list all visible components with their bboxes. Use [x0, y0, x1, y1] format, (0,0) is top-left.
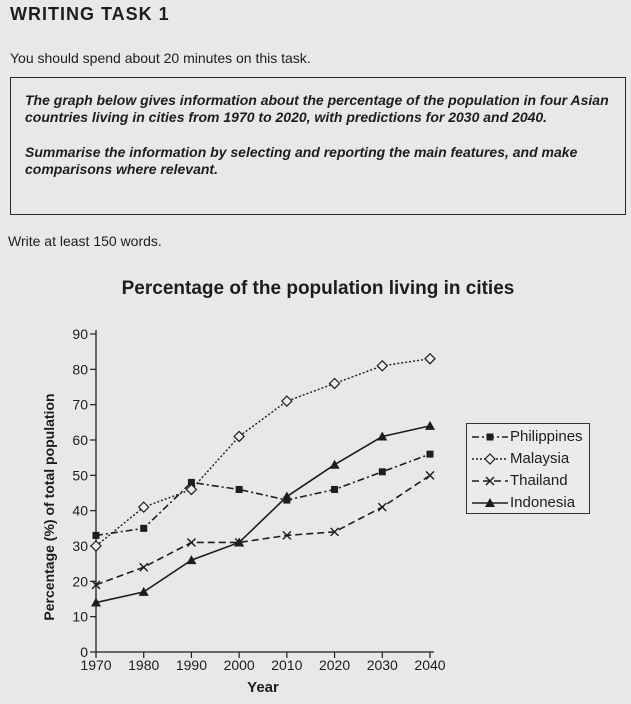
point-malaysia-1980 [137, 501, 150, 513]
point-indonesia-2040 [425, 420, 435, 430]
series-line-indonesia [95, 425, 431, 604]
legend-label-indonesia: Indonesia [510, 494, 576, 511]
x-tick-label-2020: 2020 [319, 657, 350, 673]
y-tick-label-80: 80 [72, 361, 88, 377]
point-thailand-1970 [91, 580, 101, 590]
x-tick-label-2010: 2010 [271, 657, 302, 673]
legend-item-philippines: Philippines [467, 427, 591, 447]
point-philippines-2000 [235, 485, 243, 493]
point-philippines-2030 [378, 468, 386, 476]
legend-swatch-indonesia [472, 498, 508, 507]
y-tick-label-60: 60 [72, 432, 88, 448]
chart-legend: Philippines Malaysia Thailand Indonesia [466, 423, 590, 514]
legend-swatch-philippines [472, 433, 508, 441]
point-philippines-2040 [426, 450, 434, 458]
y-tick-label-70: 70 [72, 397, 88, 413]
x-tick-label-1970: 1970 [80, 657, 111, 673]
legend-swatch-thailand [472, 476, 508, 486]
point-malaysia-2020 [328, 377, 341, 390]
point-philippines-1970 [92, 531, 100, 539]
legend-item-thailand: Thailand [467, 471, 591, 491]
legend-label-thailand: Thailand [510, 472, 568, 489]
series-line-thailand [95, 474, 431, 586]
y-tick-label-10: 10 [72, 609, 88, 625]
series-philippines [92, 450, 434, 539]
line-chart: Percentage of the population living in c… [41, 278, 515, 696]
y-tick-label-90: 90 [72, 326, 88, 342]
point-indonesia-2030 [377, 431, 388, 441]
point-malaysia-2030 [376, 359, 389, 372]
point-thailand-2030 [377, 502, 387, 512]
y-axis-label: Percentage (%) of total population [41, 393, 57, 620]
legend-label-philippines: Philippines [510, 428, 583, 445]
y-tick-label-40: 40 [72, 503, 88, 519]
y-tick-label-30: 30 [72, 538, 88, 554]
point-malaysia-2040 [424, 352, 436, 365]
point-philippines-1980 [140, 524, 148, 532]
point-thailand-2020 [330, 527, 340, 537]
chart-title: Percentage of the population living in c… [122, 278, 515, 299]
time-note: You should spend about 20 minutes on thi… [10, 50, 311, 66]
x-tick-label-2030: 2030 [367, 657, 398, 673]
point-thailand-1980 [139, 562, 149, 572]
series-thailand [91, 470, 435, 590]
x-tick-label-2000: 2000 [224, 657, 255, 673]
series-indonesia [91, 420, 435, 607]
legend-item-indonesia: Indonesia [467, 493, 591, 513]
prompt-instruction: Summarise the information by selecting a… [25, 144, 578, 177]
legend-swatch-malaysia [472, 453, 508, 465]
point-indonesia-1980 [138, 586, 149, 596]
x-tick-label-1990: 1990 [176, 657, 207, 673]
y-tick-label-50: 50 [72, 467, 88, 483]
y-tick-label-0: 0 [80, 644, 88, 660]
series-line-malaysia [95, 358, 431, 547]
point-indonesia-1970 [91, 597, 101, 607]
point-indonesia-2000 [234, 537, 245, 547]
point-malaysia-2000 [233, 430, 245, 443]
x-axis-label: Year [247, 679, 279, 696]
point-indonesia-1990 [186, 555, 197, 565]
prompt-box: The graph below gives information about … [10, 77, 626, 215]
y-tick-label-20: 20 [72, 573, 88, 589]
point-malaysia-1990 [185, 483, 198, 496]
prompt-description: The graph below gives information about … [25, 92, 609, 125]
point-indonesia-2020 [329, 459, 340, 469]
task-title: WRITING TASK 1 [10, 4, 170, 24]
point-thailand-2010 [282, 530, 292, 540]
legend-label-malaysia: Malaysia [510, 450, 570, 467]
legend-item-malaysia: Malaysia [467, 449, 591, 469]
point-indonesia-2010 [281, 491, 292, 501]
series-malaysia [90, 352, 436, 552]
point-thailand-2040 [425, 470, 435, 480]
series-line-philippines [95, 453, 431, 537]
x-tick-label-2040: 2040 [414, 657, 445, 673]
point-malaysia-1970 [90, 540, 102, 552]
point-philippines-2020 [331, 485, 339, 493]
point-philippines-1990 [187, 478, 195, 486]
point-malaysia-2010 [281, 395, 293, 407]
x-tick-label-1980: 1980 [128, 657, 159, 673]
point-thailand-1990 [186, 537, 196, 547]
word-requirement: Write at least 150 words. [8, 233, 162, 249]
